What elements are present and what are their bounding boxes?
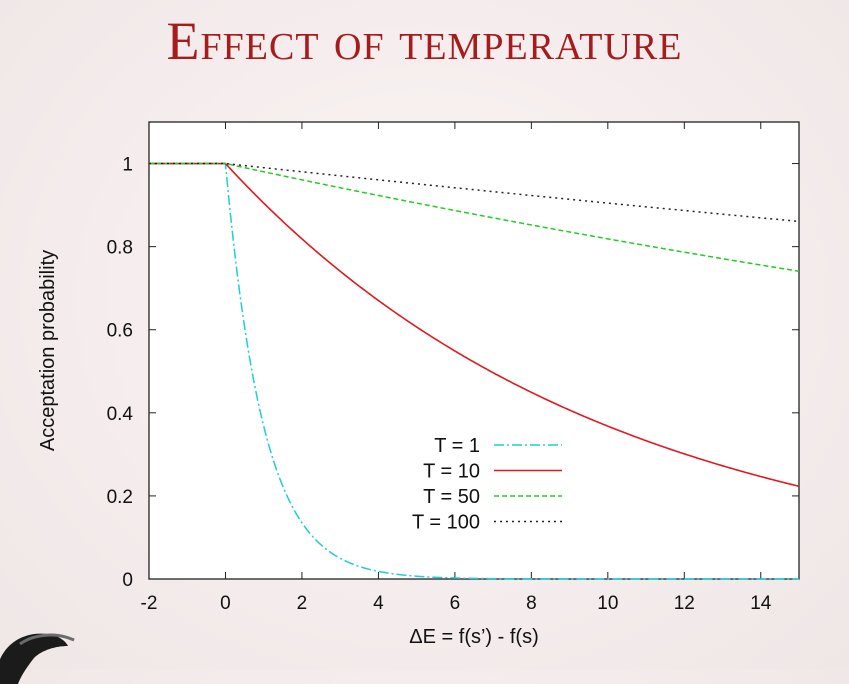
x-tick-label: 2 xyxy=(297,593,308,614)
legend: T = 1 T = 10 T = 50 T = 100 xyxy=(412,435,562,534)
y-tick-label: 0.2 xyxy=(107,487,133,508)
x-tick-label: 12 xyxy=(674,593,695,614)
x-tick-label: 8 xyxy=(526,593,537,614)
series-line-t10 xyxy=(149,162,800,488)
plot-area xyxy=(148,121,800,580)
x-tick-label: 4 xyxy=(373,593,384,614)
y-tick-label: 0.6 xyxy=(107,321,133,342)
x-tick-label: 0 xyxy=(220,593,231,614)
y-axis-label: Acceptation probability xyxy=(37,250,59,451)
x-axis-label: ΔE = f(s’) - f(s) xyxy=(409,626,538,648)
y-tick-label: 0.4 xyxy=(107,404,134,425)
series-line-t100 xyxy=(149,162,800,223)
y-tick-label: 0 xyxy=(122,570,133,591)
legend-label-t1: T = 1 xyxy=(434,435,480,457)
x-tick-label: -2 xyxy=(141,593,158,614)
x-tick-label: 6 xyxy=(450,593,461,614)
legend-label-t50: T = 50 xyxy=(423,486,480,508)
curves xyxy=(149,162,800,580)
plot-frame xyxy=(148,121,800,580)
slide-title: Effect of temperature xyxy=(166,11,683,71)
decorative-hat-icon xyxy=(0,633,75,684)
axis-ticks: -2 0 2 4 6 8 10 12 14 0 0.2 0.4 0.6 0.8 1 xyxy=(107,122,799,614)
series-line-t50 xyxy=(149,162,800,272)
legend-label-t10: T = 10 xyxy=(423,461,480,483)
x-tick-label: 14 xyxy=(750,593,772,614)
series-line-t1 xyxy=(149,162,799,580)
y-tick-label: 0.8 xyxy=(107,238,133,259)
x-tick-label: 10 xyxy=(597,593,618,614)
y-tick-label: 1 xyxy=(122,155,133,176)
legend-label-t100: T = 100 xyxy=(412,512,480,534)
